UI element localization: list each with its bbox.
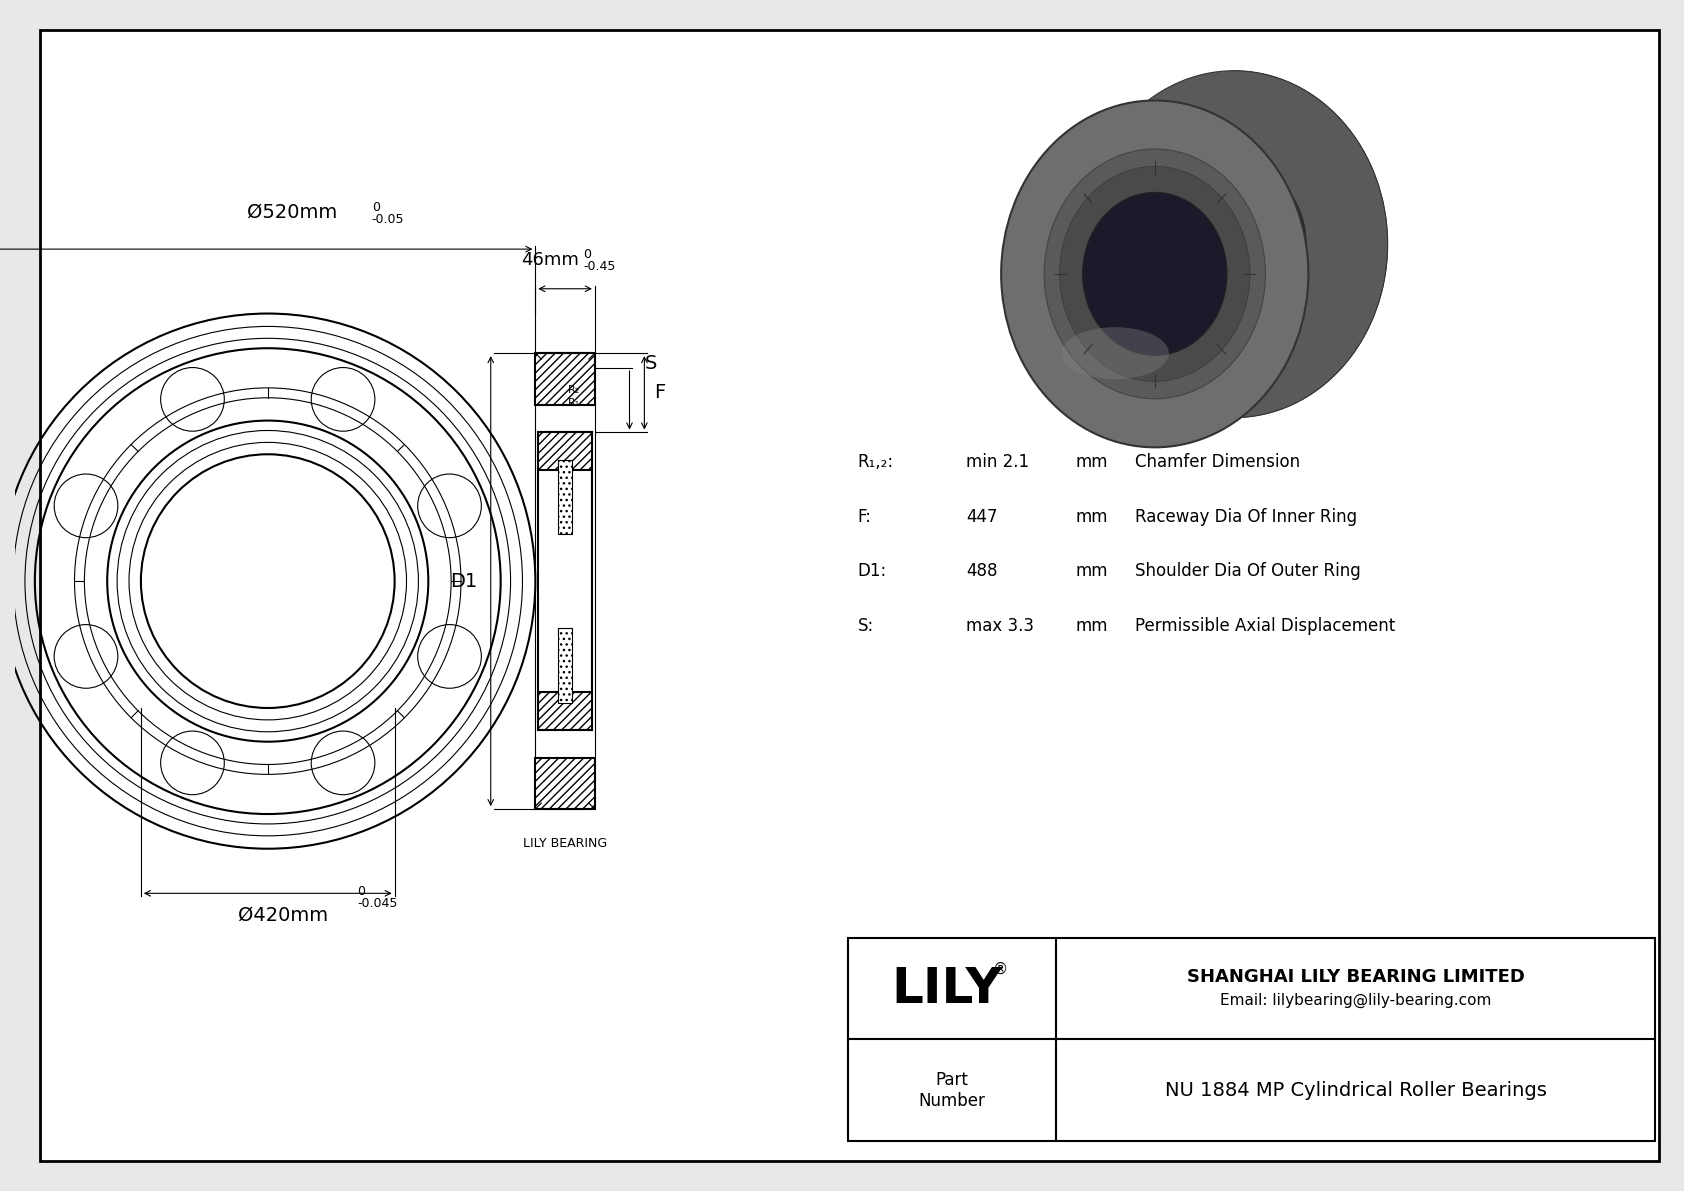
Text: 0: 0	[357, 885, 365, 898]
Text: R₂: R₂	[568, 385, 581, 395]
Text: LILY BEARING: LILY BEARING	[524, 837, 608, 850]
Ellipse shape	[1162, 163, 1307, 325]
Text: -0.045: -0.045	[357, 897, 397, 910]
Text: Permissible Axial Displacement: Permissible Axial Displacement	[1135, 617, 1396, 635]
Ellipse shape	[1081, 70, 1388, 418]
Text: Chamfer Dimension: Chamfer Dimension	[1135, 454, 1300, 472]
Text: Ø420mm: Ø420mm	[237, 905, 328, 924]
Bar	[536, 354, 594, 405]
Bar	[557, 460, 573, 534]
Ellipse shape	[1044, 149, 1265, 399]
Text: mm: mm	[1076, 454, 1108, 472]
Bar	[536, 354, 594, 405]
Bar	[847, 939, 1655, 1141]
Text: max 3.3: max 3.3	[967, 617, 1034, 635]
Bar	[557, 460, 573, 534]
Text: NU 1884 MP Cylindrical Roller Bearings: NU 1884 MP Cylindrical Roller Bearings	[1165, 1080, 1546, 1099]
Bar	[536, 757, 594, 809]
Text: D1:: D1:	[857, 562, 887, 580]
Text: 46mm: 46mm	[522, 251, 579, 269]
Text: 0: 0	[583, 248, 591, 261]
Ellipse shape	[1083, 193, 1228, 355]
Polygon shape	[1155, 70, 1388, 448]
Text: F:: F:	[857, 507, 871, 525]
Text: R₁,₂:: R₁,₂:	[857, 454, 894, 472]
Bar	[557, 628, 573, 703]
Text: S: S	[645, 354, 657, 373]
Text: R₁: R₁	[568, 398, 581, 407]
Ellipse shape	[1059, 167, 1250, 381]
Text: ®: ®	[994, 961, 1009, 977]
Text: S:: S:	[857, 617, 874, 635]
Bar	[539, 692, 591, 730]
Bar	[539, 432, 591, 470]
Text: Part
Number: Part Number	[918, 1071, 985, 1110]
Text: Raceway Dia Of Inner Ring: Raceway Dia Of Inner Ring	[1135, 507, 1357, 525]
Bar	[536, 757, 594, 809]
Text: Email: lilybearing@lily-bearing.com: Email: lilybearing@lily-bearing.com	[1219, 993, 1490, 1009]
Bar	[539, 692, 591, 730]
Text: 447: 447	[967, 507, 999, 525]
Text: mm: mm	[1076, 617, 1108, 635]
Bar	[557, 628, 573, 703]
Text: mm: mm	[1076, 562, 1108, 580]
Ellipse shape	[1002, 100, 1308, 448]
Text: SHANGHAI LILY BEARING LIMITED: SHANGHAI LILY BEARING LIMITED	[1187, 968, 1524, 986]
Text: min 2.1: min 2.1	[967, 454, 1029, 472]
Text: 0: 0	[372, 201, 381, 214]
Text: Ø520mm: Ø520mm	[248, 202, 338, 222]
Text: F: F	[655, 384, 665, 403]
Text: -0.05: -0.05	[372, 213, 404, 226]
Ellipse shape	[1061, 328, 1169, 379]
Text: mm: mm	[1076, 507, 1108, 525]
Text: D1: D1	[451, 572, 478, 591]
Text: -0.45: -0.45	[583, 260, 615, 273]
Bar	[539, 432, 591, 470]
Text: Shoulder Dia Of Outer Ring: Shoulder Dia Of Outer Ring	[1135, 562, 1361, 580]
Text: LILY: LILY	[891, 965, 1002, 1012]
Text: 488: 488	[967, 562, 999, 580]
